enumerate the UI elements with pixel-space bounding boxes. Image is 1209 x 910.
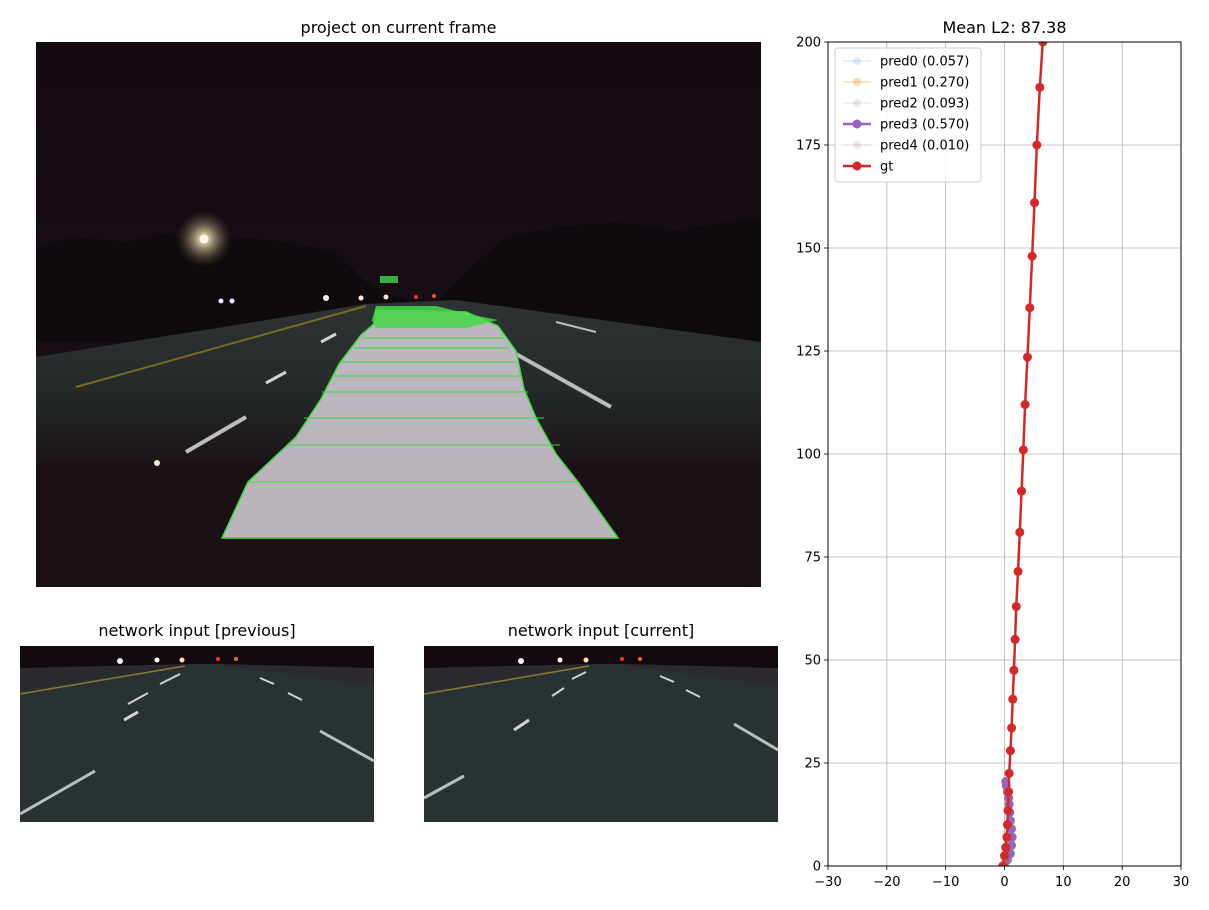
plot-frame: [827, 41, 1182, 867]
legend-marker-pred2: [853, 99, 861, 107]
series-point-gt: [1017, 486, 1027, 496]
legend-box: [834, 47, 982, 183]
series-point-gt: [1001, 842, 1011, 852]
main-camera-frame: [36, 42, 761, 587]
series-point-gt: [1011, 601, 1021, 611]
prev-input-title: network input [previous]: [98, 621, 296, 640]
legend-marker-gt: [852, 161, 862, 171]
series-point-gt: [1004, 787, 1014, 797]
series-point-gt: [1003, 805, 1013, 815]
network-input-current: [424, 646, 778, 822]
legend-marker-pred1: [853, 78, 861, 86]
x-tick-label: 30: [1173, 875, 1190, 890]
highway-sign: [380, 276, 398, 283]
series-point-gt: [1008, 694, 1018, 704]
legend-marker-pred4: [853, 141, 861, 149]
y-tick-label: 150: [796, 242, 821, 257]
legend-marker-pred0: [853, 57, 861, 65]
series-point-gt: [1020, 400, 1030, 410]
series-point-gt: [1013, 566, 1023, 576]
projected-path-far-edge: [372, 306, 498, 328]
main-camera-scene: [36, 42, 761, 587]
series-point-gt: [1032, 140, 1042, 150]
curr-input-title: network input [current]: [507, 621, 695, 640]
lane-line-left: [75, 305, 367, 388]
series-point-gt: [1022, 352, 1032, 362]
main-panel-title: project on current frame: [300, 18, 497, 37]
legend-label-pred2: pred2 (0.093): [880, 97, 969, 112]
series-point-gt: [1000, 851, 1009, 861]
y-tick-label: 0: [813, 860, 821, 875]
network-input-previous: [20, 646, 374, 822]
legend-label-pred3: pred3 (0.570): [880, 118, 969, 133]
x-tick-label: −20: [873, 875, 900, 890]
y-tick-label: 75: [804, 551, 821, 566]
series-point-gt: [1027, 251, 1037, 261]
x-tick-label: 20: [1114, 875, 1131, 890]
y-tick-label: 25: [804, 757, 821, 772]
legend-label-gt: gt: [880, 160, 893, 175]
y-tick-label: 200: [796, 36, 821, 51]
x-tick-label: 0: [1000, 875, 1008, 890]
series-group: [998, 42, 1048, 866]
y-tick-label: 50: [804, 654, 821, 669]
series-point-gt: [1005, 746, 1015, 756]
chart-title: Mean L2: 87.38: [942, 18, 1067, 37]
trajectory-chart: −30 −20 −10 0 10 20 30 0 25 50 75 100 125 150 175 200 pr…: [796, 36, 1190, 891]
series-point-gt: [1025, 303, 1035, 313]
series-point-gt: [1030, 198, 1040, 208]
x-tick-label: −30: [814, 875, 841, 890]
y-tick-label: 100: [796, 448, 821, 463]
projected-path-region: [220, 309, 620, 539]
series-point-gt: [1007, 723, 1017, 733]
series-point-gt: [1010, 634, 1020, 644]
x-tick-label: 10: [1055, 875, 1072, 890]
legend-label-pred0: pred0 (0.057): [880, 55, 969, 70]
series-point-gt: [1002, 820, 1012, 830]
series-point-gt: [1004, 768, 1014, 778]
legend-label-pred4: pred4 (0.010): [880, 139, 969, 154]
y-tick-label: 125: [796, 345, 821, 360]
series-point-gt: [1035, 82, 1045, 92]
series-point-gt: [1009, 665, 1019, 675]
legend-label-pred1: pred1 (0.270): [880, 76, 969, 91]
series-point-gt: [1018, 445, 1028, 455]
series-point-gt: [1038, 42, 1048, 47]
series-point-gt: [1015, 527, 1025, 537]
x-tick-label: −10: [932, 875, 959, 890]
series-point-gt: [1002, 832, 1012, 842]
path-stripes: [248, 337, 578, 483]
series-point-gt: [998, 861, 1008, 866]
legend-marker-pred3: [852, 119, 862, 129]
legend: pred0 (0.057) pred1 (0.270) pred2 (0.093) p…: [834, 47, 982, 183]
y-tick-label: 175: [796, 139, 821, 154]
